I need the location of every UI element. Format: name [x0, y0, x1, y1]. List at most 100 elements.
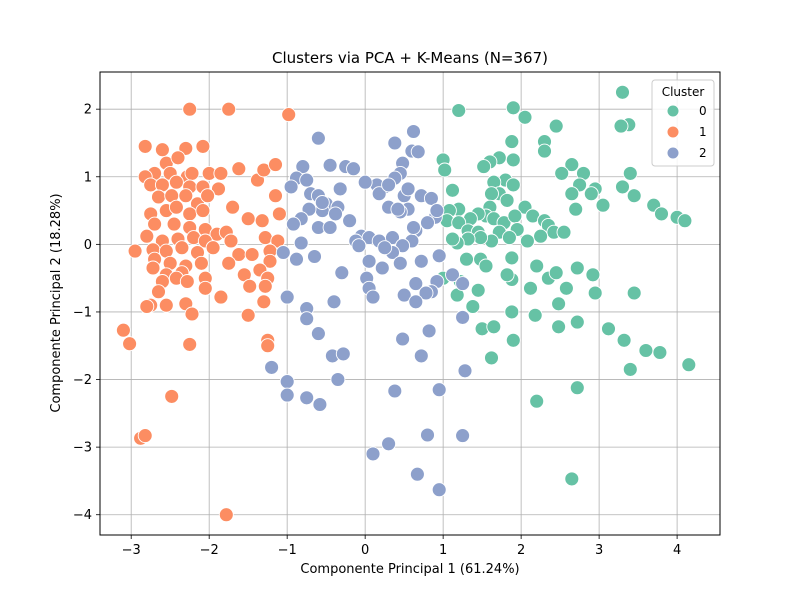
y-axis-label: Componente Principal 2 (18.28%): [49, 193, 64, 412]
data-point-cluster-2: [387, 383, 403, 399]
data-point-cluster-1: [262, 253, 278, 269]
data-point-cluster-2: [295, 159, 311, 175]
y-tick-label: −4: [73, 508, 92, 523]
data-point-cluster-0: [681, 357, 697, 373]
data-point-cluster-1: [268, 188, 283, 204]
data-point-cluster-0: [484, 186, 499, 202]
data-point-cluster-2: [310, 326, 326, 342]
data-point-cluster-2: [457, 363, 473, 379]
data-point-cluster-1: [182, 101, 198, 117]
data-point-cluster-0: [517, 109, 533, 125]
data-point-cluster-0: [465, 299, 481, 314]
legend-label-0: 0: [699, 104, 707, 118]
data-point-cluster-0: [445, 182, 460, 198]
data-point-cluster-1: [184, 165, 200, 181]
data-point-cluster-2: [299, 311, 315, 327]
data-point-cluster-0: [569, 314, 585, 330]
data-point-cluster-2: [322, 220, 338, 235]
data-point-cluster-1: [281, 107, 297, 123]
axes-frame: [99, 71, 721, 536]
data-point-cluster-0: [529, 393, 545, 409]
data-point-cluster-2: [455, 428, 471, 444]
data-point-cluster-1: [244, 247, 260, 262]
data-point-cluster-0: [473, 230, 489, 246]
data-point-cluster-0: [564, 471, 580, 487]
data-point-cluster-2: [429, 203, 445, 219]
data-point-cluster-0: [615, 84, 630, 100]
data-point-cluster-1: [231, 161, 247, 177]
data-point-cluster-2: [330, 372, 346, 387]
y-tick-label: 2: [84, 103, 92, 118]
data-point-cluster-0: [622, 361, 638, 377]
data-point-cluster-0: [601, 321, 616, 337]
data-point-cluster-2: [322, 157, 338, 173]
data-point-cluster-1: [127, 243, 143, 259]
data-point-cluster-0: [585, 267, 601, 283]
data-point-cluster-0: [551, 296, 567, 312]
data-point-cluster-2: [420, 427, 435, 443]
ticks: −3 −2 −1 0 1 2 3 4 −4 −3 −2 −1 0 1 2: [73, 103, 681, 558]
data-point-cluster-2: [361, 253, 377, 269]
legend-box: [651, 79, 715, 167]
data-point-cluster-1: [122, 336, 138, 352]
data-point-cluster-2: [275, 245, 291, 260]
data-point-cluster-2: [307, 249, 322, 264]
data-point-cluster-2: [346, 161, 361, 177]
data-point-cluster-2: [377, 240, 393, 256]
data-point-cluster-1: [193, 255, 209, 271]
x-tick-label: −1: [278, 543, 297, 558]
legend-marker-0: [666, 104, 680, 118]
data-point-cluster-1: [174, 240, 190, 256]
data-point-cluster-2: [410, 144, 426, 160]
data-point-cluster-1: [197, 280, 213, 296]
data-point-cluster-0: [583, 186, 599, 202]
data-point-cluster-0: [499, 192, 515, 208]
y-tick-label: −3: [73, 441, 92, 456]
data-point-cluster-0: [654, 206, 669, 222]
data-point-cluster-0: [505, 332, 521, 348]
data-point-cluster-0: [569, 260, 585, 276]
data-point-cluster-1: [271, 206, 287, 222]
data-point-cluster-0: [529, 258, 545, 274]
data-point-cluster-1: [184, 306, 200, 322]
data-point-cluster-0: [445, 231, 460, 247]
data-point-cluster-2: [279, 374, 295, 390]
data-point-cluster-2: [371, 186, 387, 202]
data-point-cluster-1: [223, 233, 239, 249]
data-point-cluster-0: [504, 134, 520, 150]
data-point-cluster-1: [218, 507, 234, 523]
data-point-cluster-2: [374, 260, 390, 276]
data-point-cluster-0: [459, 251, 474, 267]
data-point-cluster-0: [626, 285, 642, 301]
data-point-cluster-0: [638, 343, 654, 358]
data-point-cluster-2: [418, 285, 434, 301]
data-point-cluster-0: [616, 332, 632, 348]
data-point-cluster-2: [314, 195, 330, 210]
data-point-cluster-1: [178, 188, 194, 204]
data-point-cluster-2: [332, 181, 348, 197]
data-point-cluster-2: [406, 220, 421, 235]
data-point-cluster-1: [225, 199, 241, 215]
data-point-cluster-1: [139, 299, 155, 314]
data-point-cluster-2: [431, 482, 447, 498]
data-point-cluster-1: [154, 142, 170, 158]
legend-marker-2: [666, 146, 680, 160]
data-point-cluster-0: [568, 201, 584, 217]
data-point-cluster-1: [205, 240, 221, 256]
legend-title: Cluster: [662, 85, 705, 99]
data-point-cluster-0: [523, 280, 538, 296]
data-point-cluster-2: [285, 216, 301, 232]
data-point-cluster-1: [145, 260, 161, 276]
data-point-cluster-0: [615, 179, 630, 195]
data-point-cluster-1: [200, 188, 216, 204]
data-point-cluster-2: [342, 213, 358, 229]
y-tick-label: −2: [73, 373, 92, 388]
data-point-cluster-2: [357, 174, 373, 190]
x-tick-label: 3: [595, 543, 603, 558]
data-point-cluster-1: [182, 336, 198, 352]
legend-marker-1: [666, 125, 680, 139]
data-point-cluster-1: [260, 338, 276, 354]
data-point-cluster-0: [613, 118, 629, 134]
data-point-cluster-0: [486, 319, 502, 335]
data-point-cluster-2: [423, 190, 439, 206]
